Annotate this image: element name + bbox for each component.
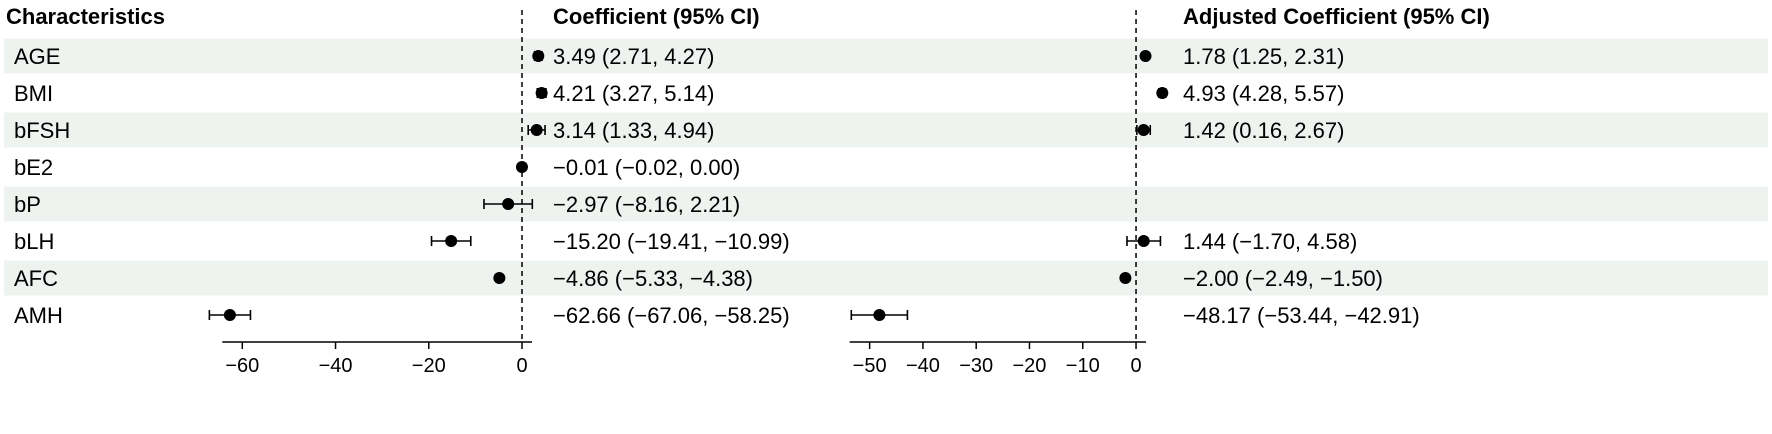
estimate-point [223,309,236,321]
header-adjusted-coefficient: Adjusted Coefficient (95% CI) [1183,4,1490,29]
row-label: bE2 [14,155,53,180]
x-tick-label: 0 [1130,355,1141,377]
estimate-point [873,309,886,321]
x-tick-label: −40 [906,355,940,377]
estimate-label: −48.17 (−53.44, −42.91) [1183,303,1420,328]
row-label: AMH [14,303,63,328]
header-characteristics: Characteristics [6,4,165,29]
x-tick-label: −50 [853,355,887,377]
row-label: AGE [14,44,60,69]
x-tick-label: −10 [1066,355,1100,377]
estimate-label: −2.00 (−2.49, −1.50) [1183,266,1383,291]
panel-coefficient: −60 −40 −20 0 3.49 (2.71, 4.27) 4.21 (3.27, 5… [208,10,790,377]
row-stripes [4,38,1768,296]
row-labels: AGE BMI bFSH bE2 bP bLH AFC AMH [14,44,70,328]
estimate-point [502,198,515,210]
estimate-point [535,87,548,99]
estimate-label: −4.86 (−5.33, −4.38) [553,266,753,291]
row-label: BMI [14,81,53,106]
estimate-label: 4.21 (3.27, 5.14) [553,81,714,106]
row-label: bFSH [14,118,70,143]
estimate-label: 3.49 (2.71, 4.27) [553,44,714,69]
header-coefficient: Coefficient (95% CI) [553,4,760,29]
estimate-point [530,124,543,136]
x-tick-label: −40 [319,355,353,377]
estimate-label: 1.78 (1.25, 2.31) [1183,44,1344,69]
estimate-label: −0.01 (−0.02, 0.00) [553,155,740,180]
estimate-point [493,272,506,284]
row-stripe [4,186,1768,222]
estimate-point [1156,87,1169,99]
estimate-point [1137,124,1150,136]
estimate-point [445,235,458,247]
estimate-point [1119,272,1132,284]
row-label: AFC [14,266,58,291]
estimate-label: 1.44 (−1.70, 4.58) [1183,229,1357,254]
estimate-point [532,50,545,62]
x-tick-label: 0 [516,355,527,377]
estimate-label: −2.97 (−8.16, 2.21) [553,192,740,217]
row-label: bP [14,192,41,217]
x-tick-label: −30 [959,355,993,377]
estimate-point [515,161,528,173]
estimate-point [1137,235,1150,247]
row-stripe [4,112,1768,148]
x-tick-label: −20 [1013,355,1047,377]
x-tick-label: −20 [412,355,446,377]
panel-adjusted-coefficient: −50 −40 −30 −20 −10 0 1.78 (1.25, 2.31) 4.93 (4… [849,10,1420,377]
row-label: bLH [14,229,54,254]
estimate-label: −62.66 (−67.06, −58.25) [553,303,790,328]
estimate-label: 3.14 (1.33, 4.94) [553,118,714,143]
estimate-label: −15.20 (−19.41, −10.99) [553,229,790,254]
row-stripe [4,260,1768,296]
x-tick-label: −60 [225,355,259,377]
row-stripe [4,38,1768,74]
estimate-label: 1.42 (0.16, 2.67) [1183,118,1344,143]
estimate-label: 4.93 (4.28, 5.57) [1183,81,1344,106]
estimate-point [1139,50,1152,62]
